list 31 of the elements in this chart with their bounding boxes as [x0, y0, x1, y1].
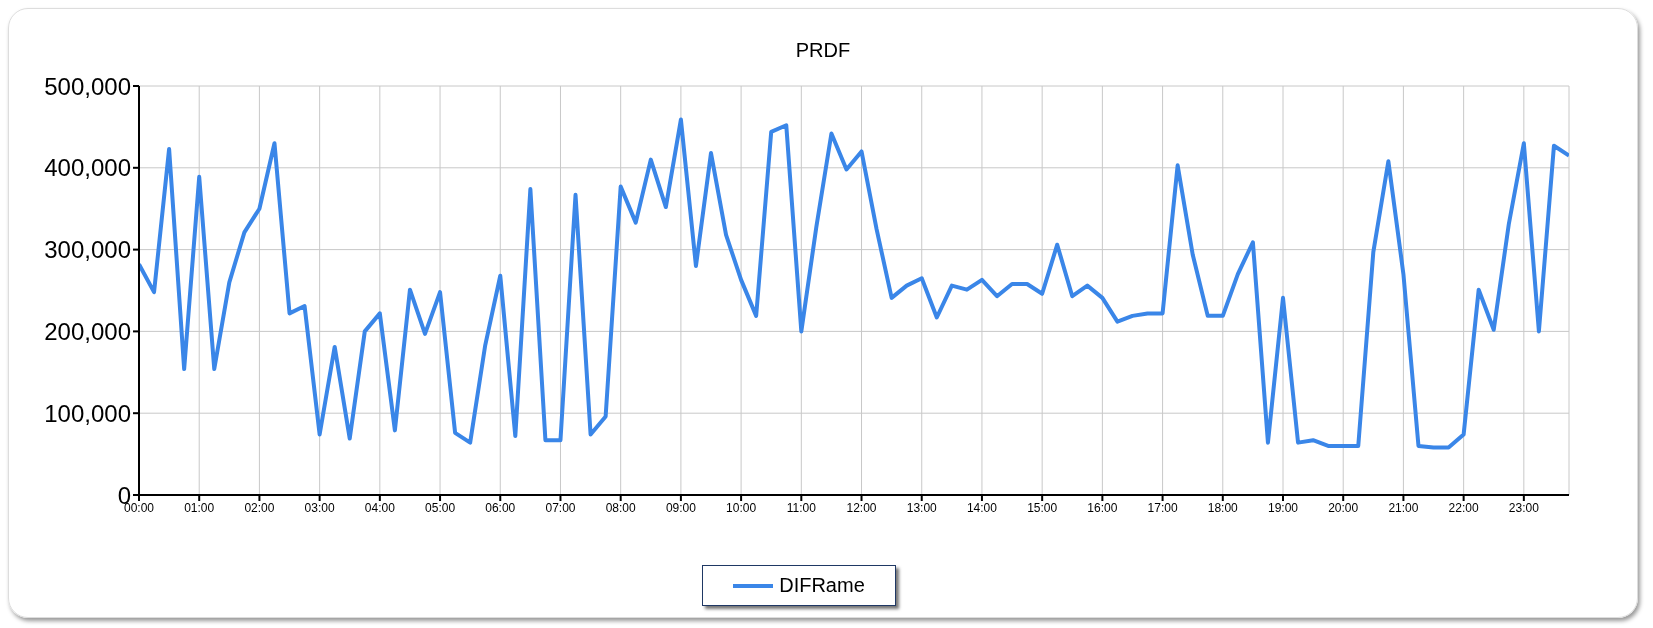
y-tick-label: 200,000 [44, 317, 131, 345]
x-tick-label: 18:00 [1207, 500, 1239, 515]
chart-title: PRDF [794, 39, 852, 62]
x-tick-label: 07:00 [545, 500, 576, 515]
x-tick-label: 03:00 [304, 500, 335, 515]
x-tick-label: 21:00 [1388, 500, 1419, 515]
x-tick-label: 13:00 [906, 500, 938, 515]
x-tick-label: 11:00 [786, 500, 817, 515]
x-tick-label: 14:00 [966, 500, 998, 515]
y-tick-label: 300,000 [44, 236, 131, 264]
x-tick-label: 06:00 [485, 500, 516, 515]
x-tick-label: 23:00 [1508, 500, 1540, 515]
x-tick-label: 09:00 [665, 500, 697, 515]
x-tick-label: 08:00 [605, 500, 637, 515]
x-tick-label: 04:00 [364, 500, 396, 515]
x-tick-label: 01:00 [184, 500, 215, 515]
x-tick-label: 19:00 [1267, 500, 1299, 515]
x-tick-label: 22:00 [1448, 500, 1479, 515]
y-tick-label: 500,000 [44, 72, 131, 100]
x-tick-label: 16:00 [1087, 500, 1118, 515]
y-tick-label: 400,000 [44, 154, 131, 182]
legend-label: DIFRame [779, 574, 865, 597]
x-tick-label: 15:00 [1027, 500, 1058, 515]
x-tick-label: 10:00 [726, 500, 757, 515]
x-tick-label: 05:00 [425, 500, 456, 515]
line-series [139, 117, 1569, 450]
x-tick-label: 20:00 [1328, 500, 1359, 515]
x-tick-label: 02:00 [244, 500, 275, 515]
x-tick-label: 17:00 [1147, 500, 1178, 515]
y-tick-label: 100,000 [44, 399, 131, 427]
x-tick-label: 12:00 [846, 500, 877, 515]
